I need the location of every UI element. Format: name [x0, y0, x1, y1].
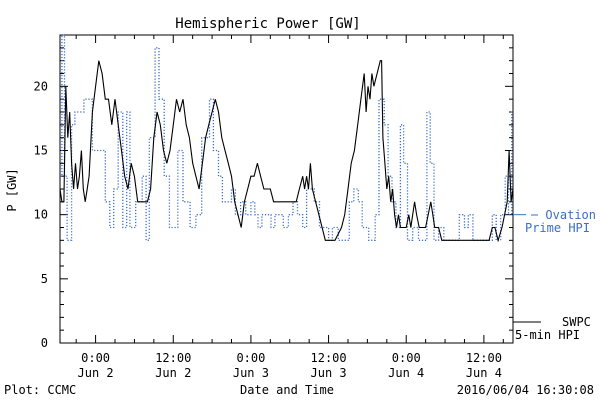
x-tick-label-date: Jun 3: [233, 366, 269, 380]
legend: Ovation Prime HPI SWPC 5-min HPI: [513, 208, 596, 342]
x-tick-label-time: 12:00: [466, 351, 502, 365]
x-tick-label-time: 12:00: [311, 351, 347, 365]
x-tick-label-date: Jun 2: [78, 366, 114, 380]
y-axis: 0 5 10 15 20: [34, 34, 513, 350]
y-tick-label: 20: [34, 79, 48, 93]
x-tick-label-time: 0:00: [236, 351, 265, 365]
legend-swpc-line2: 5-min HPI: [515, 328, 580, 342]
plot-credit: Plot: CCMC: [4, 383, 76, 397]
y-tick-label: 0: [41, 336, 48, 350]
x-tick-label-time: 0:00: [81, 351, 110, 365]
plot-timestamp: 2016/06/04 16:30:08: [457, 383, 594, 397]
x-tick-label-time: 0:00: [392, 351, 421, 365]
y-tick-label: 10: [34, 208, 48, 222]
y-axis-label: P [GW]: [5, 168, 19, 211]
x-tick-label-date: Jun 3: [311, 366, 347, 380]
x-tick-label-date: Jun 2: [155, 366, 191, 380]
ovation-prime-series-line: [60, 34, 513, 241]
x-tick-label-date: Jun 4: [388, 366, 424, 380]
x-tick-label-date: Jun 4: [466, 366, 502, 380]
legend-ovation-line2: Prime HPI: [525, 221, 590, 235]
y-tick-label: 5: [41, 272, 48, 286]
legend-ovation-line1: Ovation: [545, 208, 596, 222]
x-tick-label-time: 12:00: [155, 351, 191, 365]
series-lines: [59, 34, 514, 243]
x-axis-label: Date and Time: [240, 383, 334, 397]
chart-title: Hemispheric Power [GW]: [175, 16, 360, 32]
legend-swpc-line1: SWPC: [562, 315, 591, 329]
y-tick-label: 15: [34, 144, 48, 158]
swpc-series-line: [59, 60, 514, 243]
